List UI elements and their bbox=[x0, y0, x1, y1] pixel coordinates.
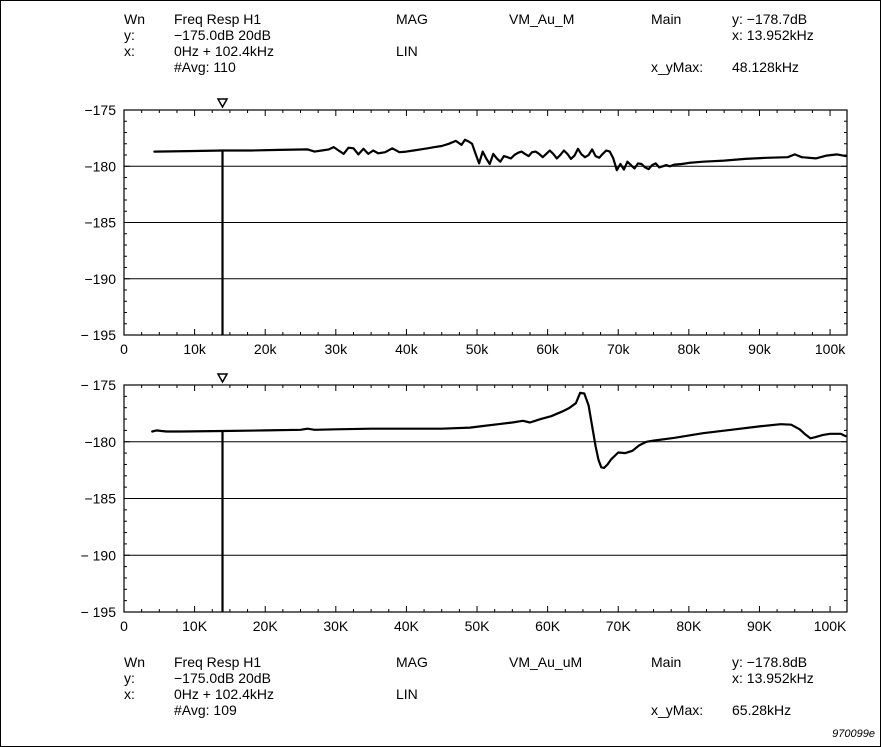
x-tick-label: 70K bbox=[606, 618, 632, 634]
x-tick-label: 20k bbox=[254, 341, 278, 357]
series-line bbox=[151, 391, 847, 469]
y-tick-label: − 175 bbox=[81, 377, 117, 393]
trace-name: Freq Resp H1 bbox=[174, 654, 262, 670]
wn-label: Wn bbox=[124, 11, 145, 27]
marker-triangle-icon bbox=[216, 373, 229, 384]
view-name: Main bbox=[651, 11, 682, 27]
marker-y-readout: y: −178.8dB bbox=[732, 654, 808, 670]
x-tick-label: 10k bbox=[183, 341, 207, 357]
x-tick-label: 80k bbox=[678, 341, 702, 357]
signal-name: VM_Au_M bbox=[509, 11, 575, 27]
marker-y-readout: y: −178.7dB bbox=[732, 11, 808, 27]
avg-count: #Avg: 109 bbox=[174, 702, 237, 718]
x-tick-label: 60K bbox=[535, 618, 561, 634]
y-tick-label: − 195 bbox=[81, 604, 117, 620]
display-mode: MAG bbox=[396, 11, 428, 27]
y-tick-label: −185 bbox=[84, 491, 116, 507]
x-tick-label: 70k bbox=[607, 341, 631, 357]
avg-count: #Avg: 110 bbox=[174, 59, 236, 75]
x-tick-label: 50K bbox=[465, 618, 491, 634]
top-chart: 0 10k 20k 30k 40k 50k 60k 70k 80k 90k 100k −175 −180… bbox=[81, 98, 848, 357]
bottom-chart: 0 10K 20K 30K 40K 50K 60K 70K 80K 90K 100K − 175 −18… bbox=[81, 373, 848, 634]
x-tick-label: 100k bbox=[815, 341, 846, 357]
y-scale: −175.0dB 20dB bbox=[174, 27, 271, 43]
x-tick-label: 0 bbox=[120, 341, 128, 357]
x-label: x: bbox=[124, 43, 135, 59]
ymax-value: 65.28kHz bbox=[732, 702, 792, 718]
x-scale-mode: LIN bbox=[396, 686, 418, 702]
display-mode: MAG bbox=[396, 654, 428, 670]
wn-label: Wn bbox=[124, 654, 145, 670]
ymax-label: x_yMax: bbox=[651, 59, 704, 75]
x-tick-label: 100K bbox=[814, 618, 847, 634]
marker-x-readout: x: 13.952kHz bbox=[732, 670, 814, 686]
y-tick-label: − 195 bbox=[81, 327, 117, 343]
marker-triangle-icon bbox=[216, 98, 229, 109]
x-tick-label: 60k bbox=[536, 341, 560, 357]
view-name: Main bbox=[651, 654, 682, 670]
y-tick-label: −180 bbox=[84, 158, 116, 174]
y-label: y: bbox=[124, 27, 135, 43]
x-span: 0Hz + 102.4kHz bbox=[174, 686, 274, 702]
x-scale-mode: LIN bbox=[396, 43, 418, 59]
x-tick-label: 30K bbox=[323, 618, 349, 634]
ymax-label: x_yMax: bbox=[651, 702, 704, 718]
x-span: 0Hz + 102.4kHz bbox=[174, 43, 274, 59]
y-tick-label: −180 bbox=[84, 434, 116, 450]
x-label: x: bbox=[124, 686, 135, 702]
marker-x-readout: x: 13.952kHz bbox=[732, 27, 814, 43]
signal-name: VM_Au_uM bbox=[509, 654, 583, 670]
y-tick-label: −190 bbox=[84, 271, 116, 287]
y-label: y: bbox=[124, 670, 135, 686]
x-tick-label: 90k bbox=[748, 341, 772, 357]
series-line bbox=[153, 138, 847, 172]
x-tick-label: 40K bbox=[394, 618, 420, 634]
x-tick-label: 10K bbox=[182, 618, 208, 634]
figure-reference: 970099e bbox=[832, 728, 875, 740]
x-tick-label: 50k bbox=[466, 341, 490, 357]
x-tick-label: 90K bbox=[747, 618, 773, 634]
x-tick-label: 30k bbox=[325, 341, 349, 357]
x-tick-label: 40k bbox=[395, 341, 419, 357]
y-tick-label: −175 bbox=[84, 102, 116, 118]
trace-name: Freq Resp H1 bbox=[174, 11, 262, 27]
x-tick-label: 20K bbox=[253, 618, 279, 634]
y-tick-label: − 190 bbox=[81, 547, 117, 563]
x-tick-label: 80K bbox=[676, 618, 702, 634]
y-tick-label: −185 bbox=[84, 215, 116, 231]
x-tick-label: 0 bbox=[120, 618, 128, 634]
y-scale: −175.0dB 20dB bbox=[174, 670, 271, 686]
ymax-value: 48.128kHz bbox=[732, 59, 799, 75]
